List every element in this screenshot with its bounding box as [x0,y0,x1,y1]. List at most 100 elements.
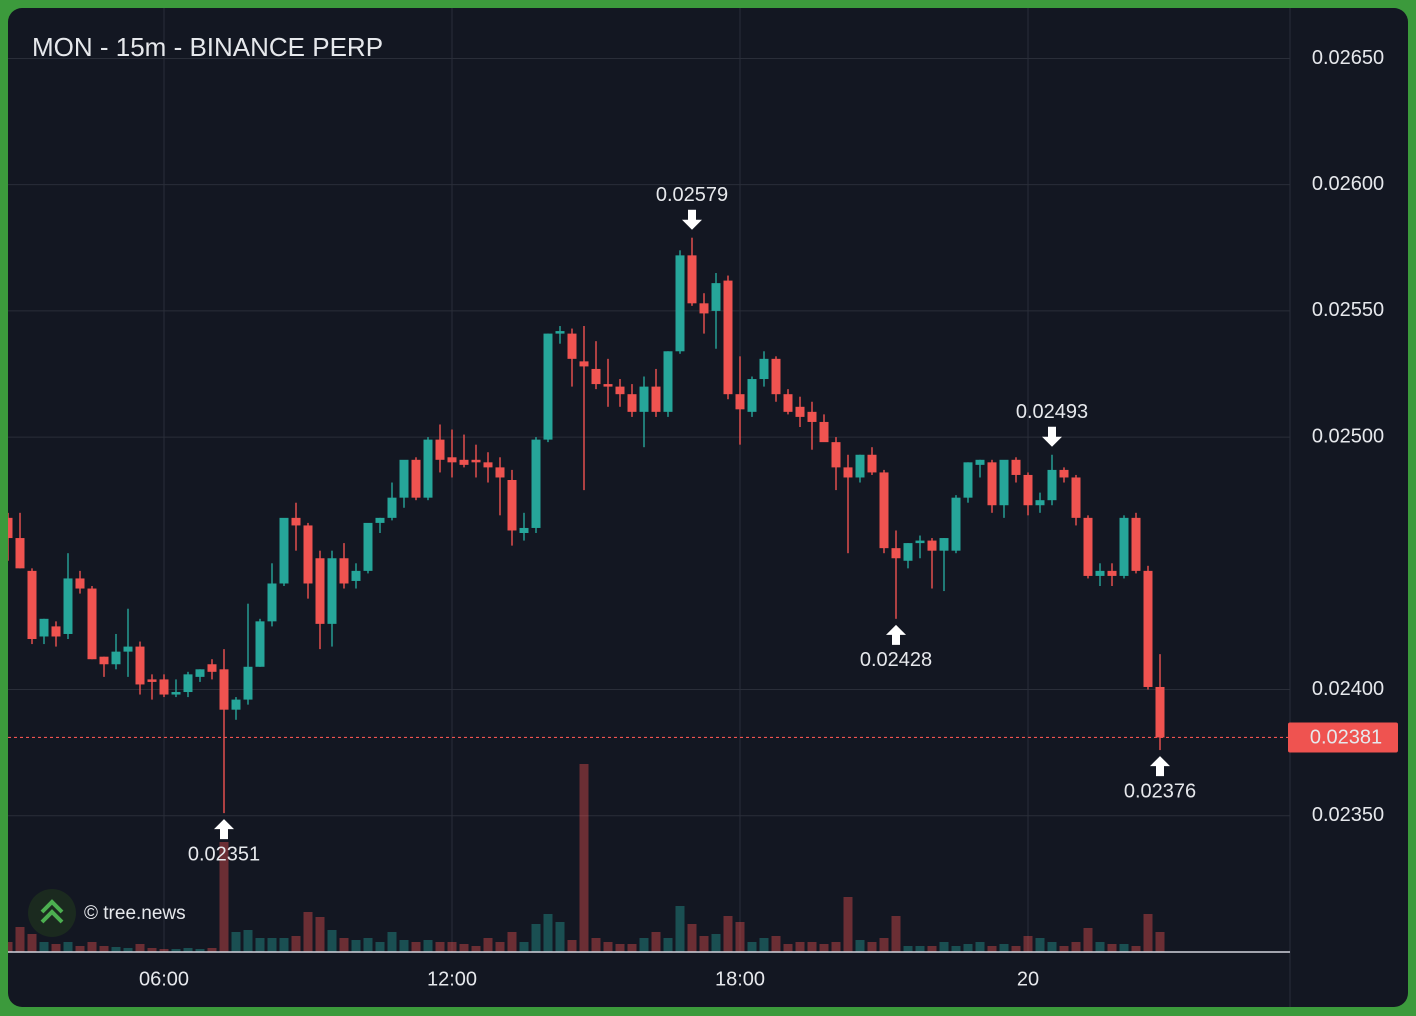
volume-bar [615,944,625,952]
candle-body [27,570,37,640]
volume-bar [75,946,85,952]
candle-body [951,497,961,551]
annotation-arrow [1150,756,1170,777]
volume-bar [1107,944,1117,952]
candle-body [399,459,409,498]
volume-bar [51,944,61,952]
volume-bar [1035,938,1045,952]
candle-body [663,351,673,412]
candle-body [603,384,613,387]
candle-body [327,558,337,624]
candle-body [243,666,253,700]
volume-bar [27,934,37,952]
candle-body [687,255,697,304]
volume-bar [747,942,757,952]
candle-body [351,570,361,581]
volume-bar [147,948,157,952]
candle-body [555,331,565,334]
candle-body [927,540,937,551]
candle-body [483,462,493,468]
candle-body [999,459,1009,506]
candle-body [591,368,601,385]
candle-body [783,394,793,412]
candle-body [699,303,709,314]
volume-bar [255,938,265,952]
candle-body [267,583,277,622]
candle-body [39,618,49,637]
volume-bar [807,942,817,952]
volume-bar [1131,946,1141,952]
overlay: 0.02650 0.02600 0.02550 0.02500 0.02400 0.023… [8,47,1398,990]
candle-body [207,664,217,672]
candle-body [1047,469,1057,501]
volume-bar [507,932,517,952]
candle-body [651,386,661,412]
candle-body [63,578,73,634]
candle-body [171,692,181,695]
volume-bar [1011,946,1021,952]
annotation-arrow [886,624,906,645]
volume-bar [207,948,217,952]
annotation-arrow [682,209,702,230]
annotation-label: 0.02428 [860,649,932,671]
volume-bar [363,938,373,952]
volume-bar [723,916,733,952]
candle-body [255,621,265,667]
volume-bar [795,942,805,952]
volume-bar [891,916,901,952]
candle-body [819,421,829,443]
volume-bar [699,936,709,952]
volume-bar [903,946,913,952]
candle-body [1083,517,1093,576]
candle-body [87,588,97,660]
volume-bar [339,938,349,952]
candle-body [507,480,517,531]
volume-bar [543,914,553,952]
candle-body [579,361,589,367]
volume-bar [567,940,577,952]
volume-bar [375,942,385,952]
candle-body [339,558,349,584]
candle-body [363,522,373,571]
y-tick-label: 0.02600 [1312,173,1384,195]
volume-bar [951,946,961,952]
volume-bar [267,938,277,952]
candle-body [1107,570,1117,576]
volume-bar [819,944,829,952]
volume-bar [495,942,505,952]
volume-bar [759,938,769,952]
candle-body [75,578,85,589]
candle-body [147,679,157,682]
volume-bar [519,942,529,952]
candle-body [855,454,865,478]
annotation-arrow [214,819,234,840]
candle-body [51,626,61,637]
last-price-box [1288,722,1398,753]
volume-bar [627,944,637,952]
watermark: © tree.news [84,903,186,924]
volume-bar [435,942,445,952]
candle-body [1095,570,1105,576]
annotation-label: 0.02351 [188,843,260,865]
candle-body [735,394,745,410]
candle-body [1035,500,1045,506]
candle-body [879,472,889,549]
panel [8,8,1408,1007]
candle-body [435,439,445,460]
candle-body [843,467,853,478]
volume-bar [351,940,361,952]
volume-bar [711,934,721,952]
volume-bar [939,942,949,952]
volume-bar [579,764,589,952]
volume-bar [459,944,469,952]
volume-bar [399,940,409,952]
candle-body [903,543,913,561]
candle-body [279,517,289,584]
volume-bar [591,938,601,952]
candle-body [939,538,949,551]
candle-body [1143,570,1153,687]
volume-bar [159,949,169,952]
candle-body [1059,469,1069,478]
y-tick-label: 0.02350 [1312,804,1384,826]
candle-body [795,406,805,417]
